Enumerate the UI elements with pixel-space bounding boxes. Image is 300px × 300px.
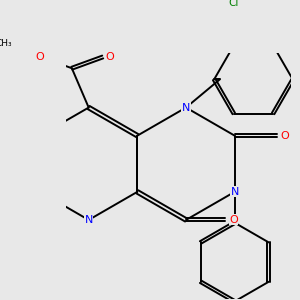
Text: N: N — [85, 215, 93, 225]
Text: N: N — [182, 103, 190, 112]
Text: CH₃: CH₃ — [0, 38, 13, 47]
Text: N: N — [230, 187, 239, 197]
Text: O: O — [229, 215, 238, 225]
Text: O: O — [106, 52, 114, 62]
Text: Cl: Cl — [229, 0, 239, 8]
Text: O: O — [280, 130, 290, 141]
Text: O: O — [35, 52, 44, 62]
